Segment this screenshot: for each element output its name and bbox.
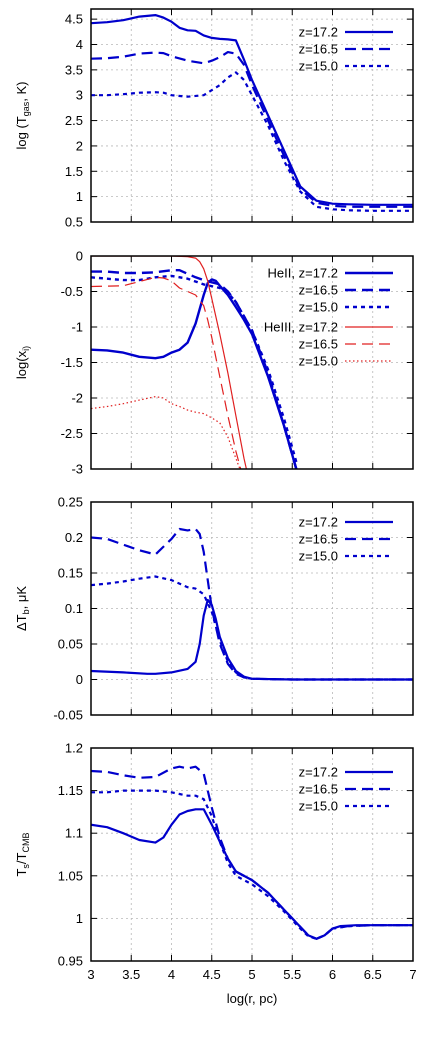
- y-tick-label: -2: [71, 391, 83, 406]
- y-tick-label: 0.1: [65, 601, 83, 616]
- y-axis-label: log(xi): [14, 346, 31, 379]
- series-line-3: [91, 274, 298, 463]
- y-tick-label: 1: [76, 911, 83, 926]
- panel-1: 0.5 1 1.5 2 2.5 3 3.5 4 4.5 log (Tgas, K) z=17.2 z=…: [14, 8, 414, 230]
- y-tick-label: 4: [76, 37, 83, 52]
- y-tick-label: -2.5: [61, 426, 83, 441]
- legend-label-1: HeII, z=17.2: [268, 266, 338, 281]
- x-tick-label: 5: [248, 967, 255, 982]
- y-tick-label: 0.25: [58, 495, 83, 510]
- x-tick-label: 3: [87, 967, 94, 982]
- y-tick-label: 1.1: [65, 826, 83, 841]
- legend-label-6: z=15.0: [299, 354, 338, 369]
- plot-frame: [90, 255, 414, 470]
- legend-label-2: z=16.5: [299, 283, 338, 298]
- series-line-1: [91, 278, 298, 469]
- legend-label-1: z=17.2: [299, 515, 338, 530]
- series-line-2: [91, 765, 413, 940]
- y-tick-label: -0.5: [61, 284, 83, 299]
- y-tick-label: -1: [71, 320, 83, 335]
- series-group: [91, 14, 413, 212]
- y-axis-label: Ts/TCMB: [14, 832, 31, 876]
- y-tick-label: 1.5: [65, 164, 83, 179]
- y-tick-label: 1: [76, 189, 83, 204]
- series-line-5: [91, 276, 242, 469]
- y-tick-label: 3: [76, 88, 83, 103]
- series-line-6: [91, 396, 241, 469]
- y-tick-label: -0.05: [53, 708, 83, 723]
- series-line-3: [91, 71, 413, 212]
- y-tick-label: 0: [76, 672, 83, 687]
- legend-label-1: z=17.2: [299, 25, 338, 40]
- x-tick-label: 6: [329, 967, 336, 982]
- series-line-3: [91, 575, 413, 681]
- panel-3: -0.05 0 0.05 0.1 0.15 0.2 0.25 ΔTb, μK z=17.2 z=1…: [14, 495, 414, 723]
- y-axis-label: log (Tgas, K): [14, 82, 31, 150]
- y-tick-label: 0: [76, 249, 83, 264]
- y-tick-label: 4.5: [65, 12, 83, 27]
- x-axis-label: log(r, pc): [227, 991, 278, 1006]
- series-line-2: [91, 269, 298, 469]
- series-group: [91, 765, 413, 940]
- plot-frame: [90, 501, 414, 716]
- y-tick-label: 0.5: [65, 215, 83, 230]
- y-tick-label: 0.2: [65, 530, 83, 545]
- y-tick-label: 3.5: [65, 62, 83, 77]
- y-tick-label: -1.5: [61, 355, 83, 370]
- y-tick-label: 1.05: [58, 868, 83, 883]
- y-axis-label: ΔTb, μK: [14, 586, 31, 631]
- x-tick-label: 5.5: [283, 967, 301, 982]
- legend-label-3: z=15.0: [299, 549, 338, 564]
- legend-label-3: z=15.0: [299, 59, 338, 74]
- series-line-2: [91, 51, 413, 208]
- x-tick-label: 6.5: [364, 967, 382, 982]
- series-line-2: [91, 527, 413, 681]
- y-tick-label: 2: [76, 138, 83, 153]
- series-line-3: [91, 789, 413, 940]
- y-tick-label: 0.15: [58, 566, 83, 581]
- y-tick-label: 0.95: [58, 954, 83, 969]
- y-tick-label: 0.05: [58, 637, 83, 652]
- legend-label-2: z=16.5: [299, 42, 338, 57]
- y-tick-label: 1.15: [58, 783, 83, 798]
- panel-4: 0.95 1 1.05 1.1 1.15 1.2 3 3.5 4 4.5 5 5.5 6 6.5 7 log(…: [14, 741, 417, 1007]
- legend-label-3: z=15.0: [299, 799, 338, 814]
- legend-label-5: z=16.5: [299, 337, 338, 352]
- plot-frame: [90, 8, 414, 223]
- legend-label-2: z=16.5: [299, 532, 338, 547]
- y-tick-label: 1.2: [65, 741, 83, 756]
- legend-label-1: z=17.2: [299, 765, 338, 780]
- legend-label-2: z=16.5: [299, 782, 338, 797]
- y-tick-label: -3: [71, 462, 83, 477]
- x-tick-label: 3.5: [122, 967, 140, 982]
- panel-2: -3 -2.5 -2 -1.5 -1 -0.5 0 log(xi) HeII, z=17.2 z=…: [14, 249, 414, 477]
- legend-label-3: z=15.0: [299, 300, 338, 315]
- x-tick-label: 7: [409, 967, 416, 982]
- series-group: [91, 527, 413, 681]
- x-tick-label: 4.5: [203, 967, 221, 982]
- legend-label-4: HeIII, z=17.2: [264, 320, 338, 335]
- plot-frame: [90, 747, 414, 962]
- y-tick-label: 2.5: [65, 113, 83, 128]
- series-line-1: [91, 14, 413, 206]
- x-tick-label: 4: [168, 967, 175, 982]
